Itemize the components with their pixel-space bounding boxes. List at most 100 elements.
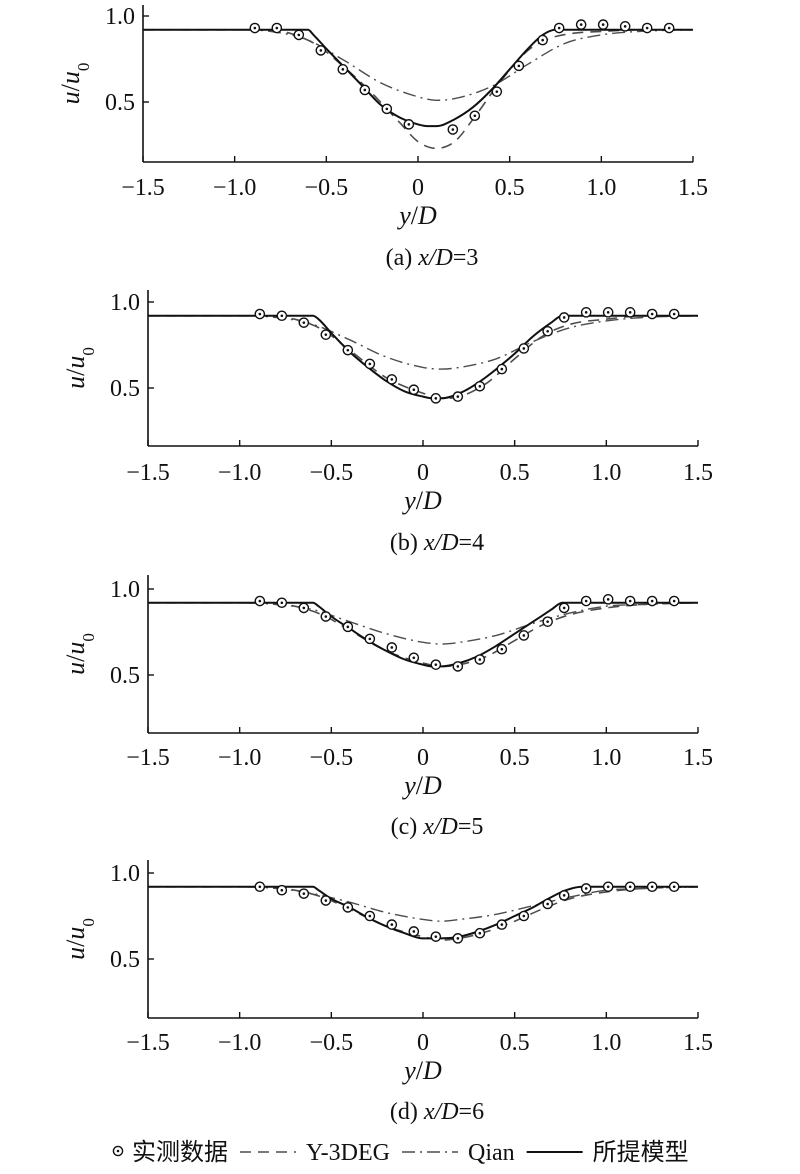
x-axis-label: y/D xyxy=(401,486,442,515)
data-point xyxy=(386,919,398,930)
data-point xyxy=(452,391,464,402)
subplot-3: −1.5 −1.0 −0.5 0 0.5 1.0 1.5 0.5 1.0 y/D u/u0 (c) x… xyxy=(61,575,713,840)
subplot-4: −1.5 −1.0 −0.5 0 0.5 1.0 1.5 0.5 1.0 y/D u/u0 (d) x… xyxy=(61,860,713,1125)
data-point xyxy=(276,884,288,896)
x-tick-label: −1.5 xyxy=(126,745,170,771)
x-tick-label: 1.5 xyxy=(683,1030,713,1056)
x-tick-label: 1.0 xyxy=(586,175,616,201)
data-point xyxy=(646,595,658,607)
series-line-Qian xyxy=(147,886,699,922)
data-point xyxy=(668,881,680,893)
legend-label: Qian xyxy=(468,1140,515,1166)
subplot-caption: (d) x/D=6 xyxy=(390,1099,484,1125)
x-tick-label: 0 xyxy=(412,175,424,201)
legend-label: Y-3DEG xyxy=(306,1140,390,1166)
data-point xyxy=(580,883,592,894)
y-tick-label: 1.0 xyxy=(110,290,140,316)
x-tick-label: 1.5 xyxy=(683,745,713,771)
x-tick-label: 1.5 xyxy=(678,175,708,201)
data-point xyxy=(668,308,680,320)
data-point xyxy=(580,595,592,607)
data-point xyxy=(624,595,636,607)
data-point xyxy=(430,393,442,404)
y-axis-label: u/u0 xyxy=(56,63,93,105)
x-tick-label: 1.5 xyxy=(683,460,713,486)
x-tick-label: −1.5 xyxy=(121,175,165,201)
data-point xyxy=(474,927,486,939)
data-point xyxy=(364,358,376,370)
data-point xyxy=(663,22,675,34)
data-point xyxy=(298,888,310,899)
data-point xyxy=(298,317,310,328)
data-point xyxy=(641,22,653,34)
x-tick-label: 1.0 xyxy=(591,1030,621,1056)
data-point xyxy=(513,60,525,72)
y-tick-label: 1.0 xyxy=(110,577,140,603)
data-point xyxy=(646,881,658,893)
x-tick-label: 0 xyxy=(417,460,429,486)
data-point xyxy=(558,602,570,614)
data-point xyxy=(276,597,288,609)
subplot-caption: (c) x/D=5 xyxy=(391,814,484,840)
data-point xyxy=(558,890,570,901)
y-tick-label: 0.5 xyxy=(105,90,135,116)
data-point xyxy=(624,307,636,318)
y-tick-label: 1.0 xyxy=(105,4,135,30)
x-tick-label: −1.0 xyxy=(218,1030,262,1056)
series-line-Qian xyxy=(143,29,694,102)
data-point xyxy=(271,22,283,34)
data-point xyxy=(469,110,481,122)
legend: 实测数据 Y-3DEG Qian 所提模型 xyxy=(112,1139,689,1166)
data-point xyxy=(249,22,261,34)
x-tick-label: −1.0 xyxy=(213,175,257,201)
data-point xyxy=(342,344,354,356)
data-point xyxy=(646,308,658,320)
data-point xyxy=(496,643,508,655)
x-tick-label: −0.5 xyxy=(305,175,349,201)
x-tick-label: 0.5 xyxy=(500,460,530,486)
y-axis-label: u/u0 xyxy=(61,918,98,960)
series-line-Y-3DEG xyxy=(143,28,693,150)
data-point xyxy=(537,34,548,46)
data-point xyxy=(518,910,530,922)
data-point xyxy=(364,910,376,922)
y-tick-label: 0.5 xyxy=(110,376,140,402)
series-line-Y-3DEG xyxy=(147,314,698,400)
series-line-Qian xyxy=(147,315,699,370)
data-point xyxy=(575,19,587,30)
x-tick-label: 0 xyxy=(417,745,429,771)
x-axis-label: y/D xyxy=(396,201,437,230)
series-line-Qian xyxy=(147,602,699,645)
x-tick-label: −1.5 xyxy=(126,460,170,486)
data-point xyxy=(408,384,420,396)
data-point xyxy=(602,881,614,893)
x-tick-label: 0.5 xyxy=(500,1030,530,1056)
data-point xyxy=(558,312,570,323)
data-point xyxy=(619,21,631,32)
data-point xyxy=(452,933,464,944)
data-point xyxy=(474,380,486,392)
data-point xyxy=(381,103,393,115)
x-tick-label: 1.0 xyxy=(591,745,621,771)
data-point xyxy=(320,895,332,906)
data-point xyxy=(430,931,442,942)
x-tick-label: −0.5 xyxy=(310,460,354,486)
legend-entry-model: 所提模型 xyxy=(526,1139,689,1166)
y-tick-label: 0.5 xyxy=(110,663,140,689)
x-tick-label: −0.5 xyxy=(310,745,354,771)
data-point xyxy=(553,22,565,34)
series-line-所提模型 xyxy=(147,314,698,400)
data-point xyxy=(386,642,398,653)
y-axis-label: u/u0 xyxy=(61,347,98,389)
data-point xyxy=(602,594,614,605)
y-tick-label: 1.0 xyxy=(110,861,140,887)
data-point xyxy=(298,602,310,614)
data-point xyxy=(452,661,464,672)
data-point xyxy=(518,630,530,641)
data-point xyxy=(254,308,266,320)
series-line-Y-3DEG xyxy=(147,601,699,668)
data-point xyxy=(496,363,508,375)
data-point xyxy=(342,902,354,913)
x-tick-label: −1.5 xyxy=(126,1030,170,1056)
